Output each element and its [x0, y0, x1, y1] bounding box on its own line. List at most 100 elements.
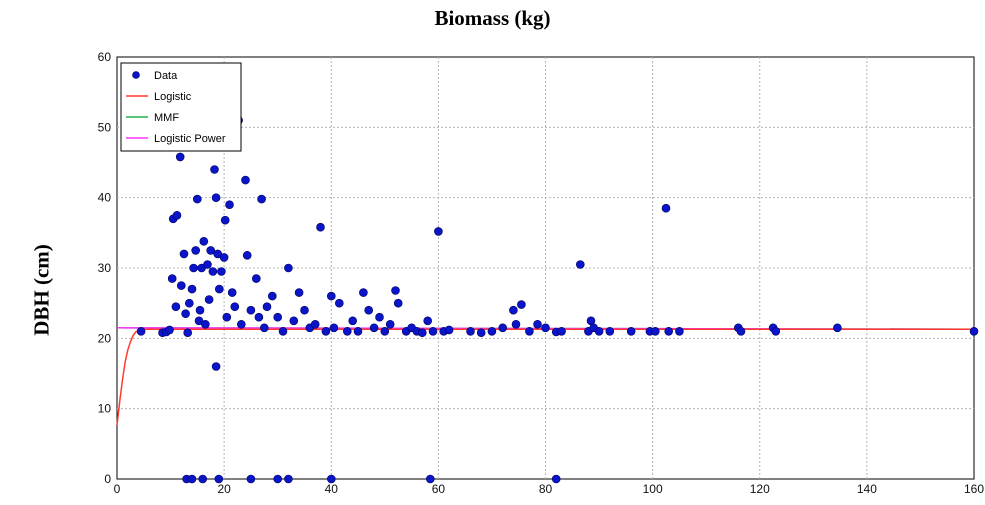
grid-lines: [117, 57, 974, 479]
data-point: [242, 251, 252, 260]
data-point: [423, 316, 433, 326]
x-tick-label: 140: [857, 482, 877, 496]
data-point: [348, 316, 358, 326]
data-point: [771, 326, 781, 336]
y-tick-label: 60: [98, 50, 112, 64]
legend-label: Logistic: [154, 91, 192, 103]
data-point: [273, 474, 283, 484]
data-point: [650, 326, 660, 336]
data-point: [211, 362, 221, 371]
data-point: [310, 319, 320, 329]
data-point: [594, 326, 604, 336]
data-points: [136, 116, 979, 484]
data-point: [201, 319, 210, 329]
axis-ticks: 0 20 40 60 80 100 120 140 160 0 10 20 30 40 50 60: [98, 50, 985, 496]
data-point: [369, 323, 379, 333]
data-point: [326, 474, 336, 484]
data-point: [575, 260, 585, 269]
data-point: [661, 203, 671, 213]
data-point: [364, 305, 374, 315]
data-point: [278, 326, 288, 336]
x-tick-label: 80: [539, 482, 553, 496]
legend-label: Logistic Power: [154, 133, 226, 145]
data-point: [204, 295, 214, 304]
data-point: [321, 326, 331, 336]
data-point: [230, 302, 240, 312]
data-point: [227, 288, 237, 297]
data-point: [664, 326, 674, 336]
data-point: [342, 326, 352, 336]
data-point: [189, 263, 198, 273]
data-point: [195, 305, 205, 315]
data-point: [434, 227, 443, 236]
data-point: [969, 326, 979, 336]
data-point: [417, 328, 427, 338]
data-point: [425, 474, 435, 484]
data-point: [237, 319, 246, 329]
data-point: [393, 298, 403, 308]
data-point: [211, 193, 221, 202]
data-point: [329, 323, 339, 333]
data-point: [517, 300, 526, 309]
x-tick-label: 60: [432, 482, 446, 496]
data-point: [217, 267, 226, 276]
data-point: [214, 474, 224, 484]
y-tick-label: 50: [98, 120, 112, 134]
x-tick-label: 120: [750, 482, 770, 496]
data-point: [246, 474, 256, 484]
data-point: [181, 309, 190, 319]
data-point: [487, 326, 497, 336]
y-tick-label: 20: [98, 331, 112, 345]
data-point: [833, 323, 842, 333]
legend-label: MMF: [154, 112, 179, 124]
data-point: [626, 326, 636, 336]
data-point: [199, 237, 209, 246]
x-tick-label: 20: [217, 482, 231, 496]
data-point: [246, 305, 256, 315]
data-point: [262, 302, 272, 312]
data-point: [187, 284, 197, 294]
x-tick-label: 160: [964, 482, 984, 496]
data-point: [185, 298, 194, 308]
data-point: [353, 326, 363, 336]
data-point: [225, 200, 234, 209]
data-point: [284, 263, 293, 273]
data-point: [294, 288, 304, 297]
data-point: [498, 323, 508, 333]
x-tick-label: 0: [114, 482, 121, 496]
data-point: [222, 312, 232, 322]
data-point: [300, 305, 309, 315]
data-point: [167, 274, 177, 283]
data-point: [476, 328, 486, 338]
data-point: [172, 211, 182, 220]
data-point: [541, 323, 550, 333]
legend-marker: [132, 71, 140, 79]
data-point: [191, 246, 200, 255]
data-point: [215, 284, 224, 294]
data-point: [267, 291, 277, 301]
x-tick-label: 100: [643, 482, 663, 496]
data-point: [380, 326, 390, 336]
data-point: [254, 312, 264, 322]
data-point: [736, 326, 746, 336]
data-point: [165, 325, 174, 335]
data-point: [193, 194, 202, 204]
data-point: [171, 302, 181, 312]
data-point: [175, 152, 185, 162]
data-point: [511, 319, 521, 329]
data-point: [259, 323, 269, 333]
chart-title: Biomass (kg): [434, 6, 551, 30]
data-point: [334, 298, 344, 308]
data-point: [557, 326, 566, 336]
data-point: [179, 249, 189, 259]
data-point: [208, 267, 218, 276]
data-point: [183, 328, 192, 338]
data-point: [391, 286, 400, 295]
data-point: [375, 312, 384, 322]
data-point: [220, 215, 230, 225]
data-point: [257, 194, 266, 204]
legend-box: [120, 62, 242, 152]
data-point: [533, 319, 542, 329]
legend-label: Data: [154, 70, 178, 82]
